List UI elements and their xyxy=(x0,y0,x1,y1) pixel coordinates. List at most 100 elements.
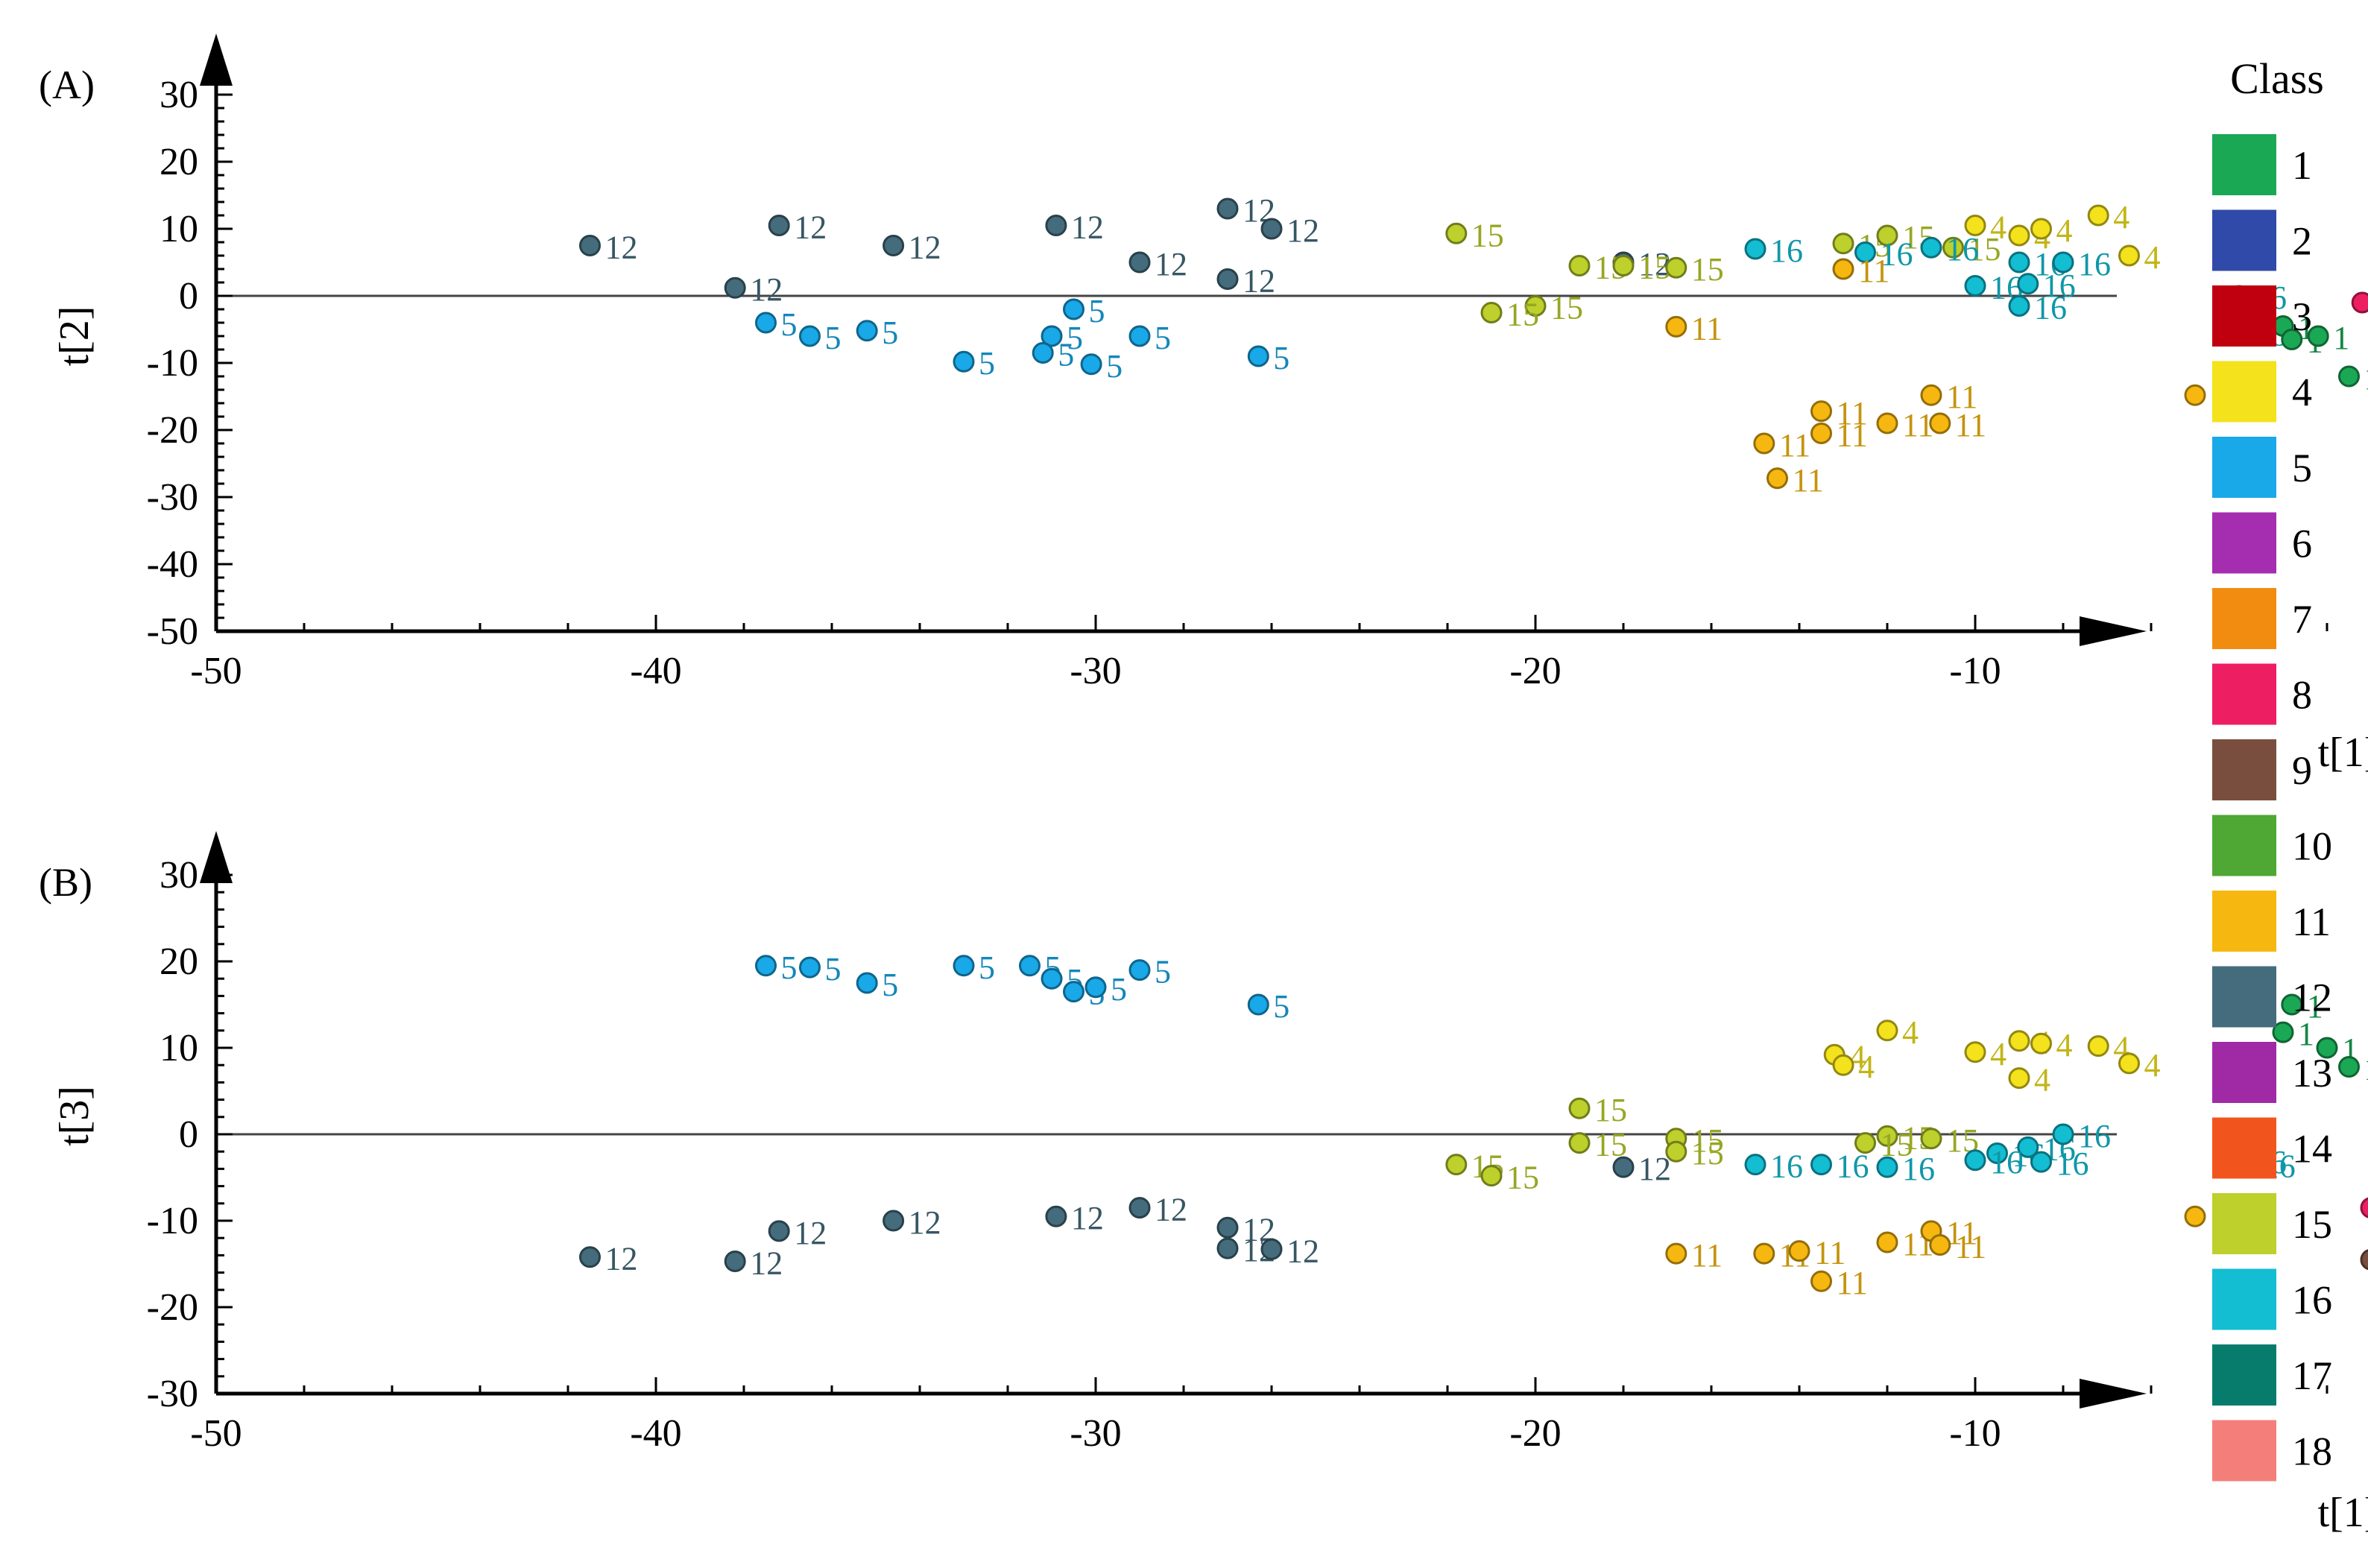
y-axis-title: t[3] xyxy=(51,1086,98,1146)
data-point-label: 12 xyxy=(750,1245,783,1282)
data-point-label: 1 xyxy=(2307,988,2323,1025)
data-point-class-12 xyxy=(1128,1197,1151,1219)
data-point-class-5 xyxy=(1063,298,1084,320)
data-point-label: 16 xyxy=(1837,1148,1869,1185)
data-point-class-15 xyxy=(1480,302,1503,323)
data-point-label: 16 xyxy=(2043,268,2076,304)
data-point-class-16 xyxy=(1964,1149,1986,1172)
data-point-class-15 xyxy=(1876,224,1898,247)
data-point-class-11 xyxy=(1766,467,1788,490)
legend-label: 12 xyxy=(2292,976,2332,1020)
data-point-label: 15 xyxy=(1968,231,2001,268)
data-point-class-5 xyxy=(856,972,878,994)
legend-swatch-class-5 xyxy=(2212,437,2276,498)
x-axis-title: t[1] xyxy=(2318,1490,2368,1536)
y-axis-title: t[2] xyxy=(51,306,98,367)
data-point-label: 5 xyxy=(1111,971,1127,1008)
data-point-class-11 xyxy=(1753,432,1775,455)
legend-label: 8 xyxy=(2292,673,2312,718)
legend-label: 16 xyxy=(2292,1278,2332,1323)
data-point-class-15 xyxy=(1568,1097,1591,1119)
legend-swatch-class-10 xyxy=(2212,815,2276,876)
data-point-label: 4 xyxy=(2056,212,2073,249)
data-point-label: 4 xyxy=(1990,209,2007,246)
data-point-class-15 xyxy=(1445,1154,1468,1176)
data-point-class-12 xyxy=(1216,197,1239,220)
data-point-class-4 xyxy=(1964,1041,1986,1063)
data-point-class-15 xyxy=(1876,1125,1898,1147)
x-tick-label: -30 xyxy=(1070,1412,1121,1455)
y-tick-label: 20 xyxy=(160,941,198,983)
data-point-class-1 xyxy=(2338,365,2360,388)
data-point-label: 16 xyxy=(1990,1144,2023,1180)
data-point-class-12 xyxy=(768,215,790,236)
data-point-class-12 xyxy=(1045,1205,1067,1227)
data-point-label: 1 xyxy=(2298,1016,2314,1052)
data-point-class-5 xyxy=(1063,981,1084,1003)
x-tick-label: -10 xyxy=(1949,1412,2001,1455)
data-point-label: 5 xyxy=(979,949,995,986)
data-point-class-5 xyxy=(799,956,821,979)
legend-swatch-class-12 xyxy=(2212,966,2276,1028)
x-axis-title: t[1] xyxy=(2318,730,2368,776)
data-point-class-15 xyxy=(1854,1132,1876,1154)
y-tick-label: 20 xyxy=(160,141,198,183)
x-tick-label: -40 xyxy=(630,1412,681,1455)
y-axis-arrow xyxy=(200,831,233,883)
y-tick-label: 30 xyxy=(160,74,198,116)
data-point-label: 12 xyxy=(1286,212,1319,249)
panel-b-scatter: (B)-50-40-30-20-1001020303020100-10-20-3… xyxy=(39,831,2368,1536)
data-point-label: 12 xyxy=(1243,263,1275,300)
data-point-label: 5 xyxy=(882,967,898,1003)
data-point-label: 1 xyxy=(2333,320,2349,356)
legend-label: 3 xyxy=(2292,294,2312,339)
legend-swatch-class-17 xyxy=(2212,1344,2276,1406)
data-point-class-4 xyxy=(2118,244,2140,267)
data-point-class-4 xyxy=(2087,204,2109,227)
legend-swatch-class-2 xyxy=(2212,209,2276,271)
legend-label: 17 xyxy=(2292,1353,2332,1398)
data-point-class-16 xyxy=(2017,273,2039,295)
data-point-label: 12 xyxy=(1638,246,1671,282)
data-point-class-4 xyxy=(2030,218,2052,240)
data-point-label: 15 xyxy=(1506,297,1539,333)
legend-swatch-class-4 xyxy=(2212,361,2276,423)
data-point-class-5 xyxy=(1080,353,1102,376)
y-tick-label: -50 xyxy=(147,610,198,653)
data-point-label: 5 xyxy=(825,951,842,987)
data-point-class-16 xyxy=(2008,251,2030,274)
data-point-label: 4 xyxy=(2056,1027,2073,1063)
legend-label: 14 xyxy=(2292,1127,2332,1172)
y-axis-arrow xyxy=(200,34,233,86)
data-point-label: 12 xyxy=(1071,209,1104,246)
data-point-class-5 xyxy=(1128,325,1151,347)
legend-swatch-class-13 xyxy=(2212,1042,2276,1103)
data-point-class-1 xyxy=(2281,993,2303,1016)
data-point-label: 5 xyxy=(1067,320,1083,356)
data-point-label: 1 xyxy=(2364,1051,2368,1087)
legend-swatch-class-8 xyxy=(2212,663,2276,725)
data-point-class-4 xyxy=(2008,1067,2030,1090)
data-point-label: 12 xyxy=(605,230,638,266)
data-point-label: 12 xyxy=(794,209,827,246)
data-point-label: 11 xyxy=(1946,379,1977,415)
data-point-label: 5 xyxy=(1273,988,1289,1025)
legend-label: 5 xyxy=(2292,446,2312,490)
y-tick-label: 0 xyxy=(179,1113,198,1156)
data-point-class-11 xyxy=(1876,412,1898,434)
y-tick-label: -30 xyxy=(147,476,198,519)
data-point-label: 12 xyxy=(1155,246,1187,282)
data-point-label: 4 xyxy=(2113,199,2129,235)
data-point-class-15 xyxy=(1920,1128,1942,1150)
data-point-class-4 xyxy=(1876,1019,1898,1042)
data-point-class-1 xyxy=(2316,1037,2338,1059)
legend-label: 18 xyxy=(2292,1429,2332,1474)
data-point-class-1 xyxy=(2338,1056,2360,1078)
data-point-class-5 xyxy=(1084,976,1107,999)
data-point-label: 12 xyxy=(1638,1151,1671,1187)
data-point-label: 5 xyxy=(1273,340,1289,376)
data-point-label: 15 xyxy=(1594,1092,1627,1128)
data-point-class-5 xyxy=(953,350,975,373)
data-point-class-8 xyxy=(2351,291,2368,314)
